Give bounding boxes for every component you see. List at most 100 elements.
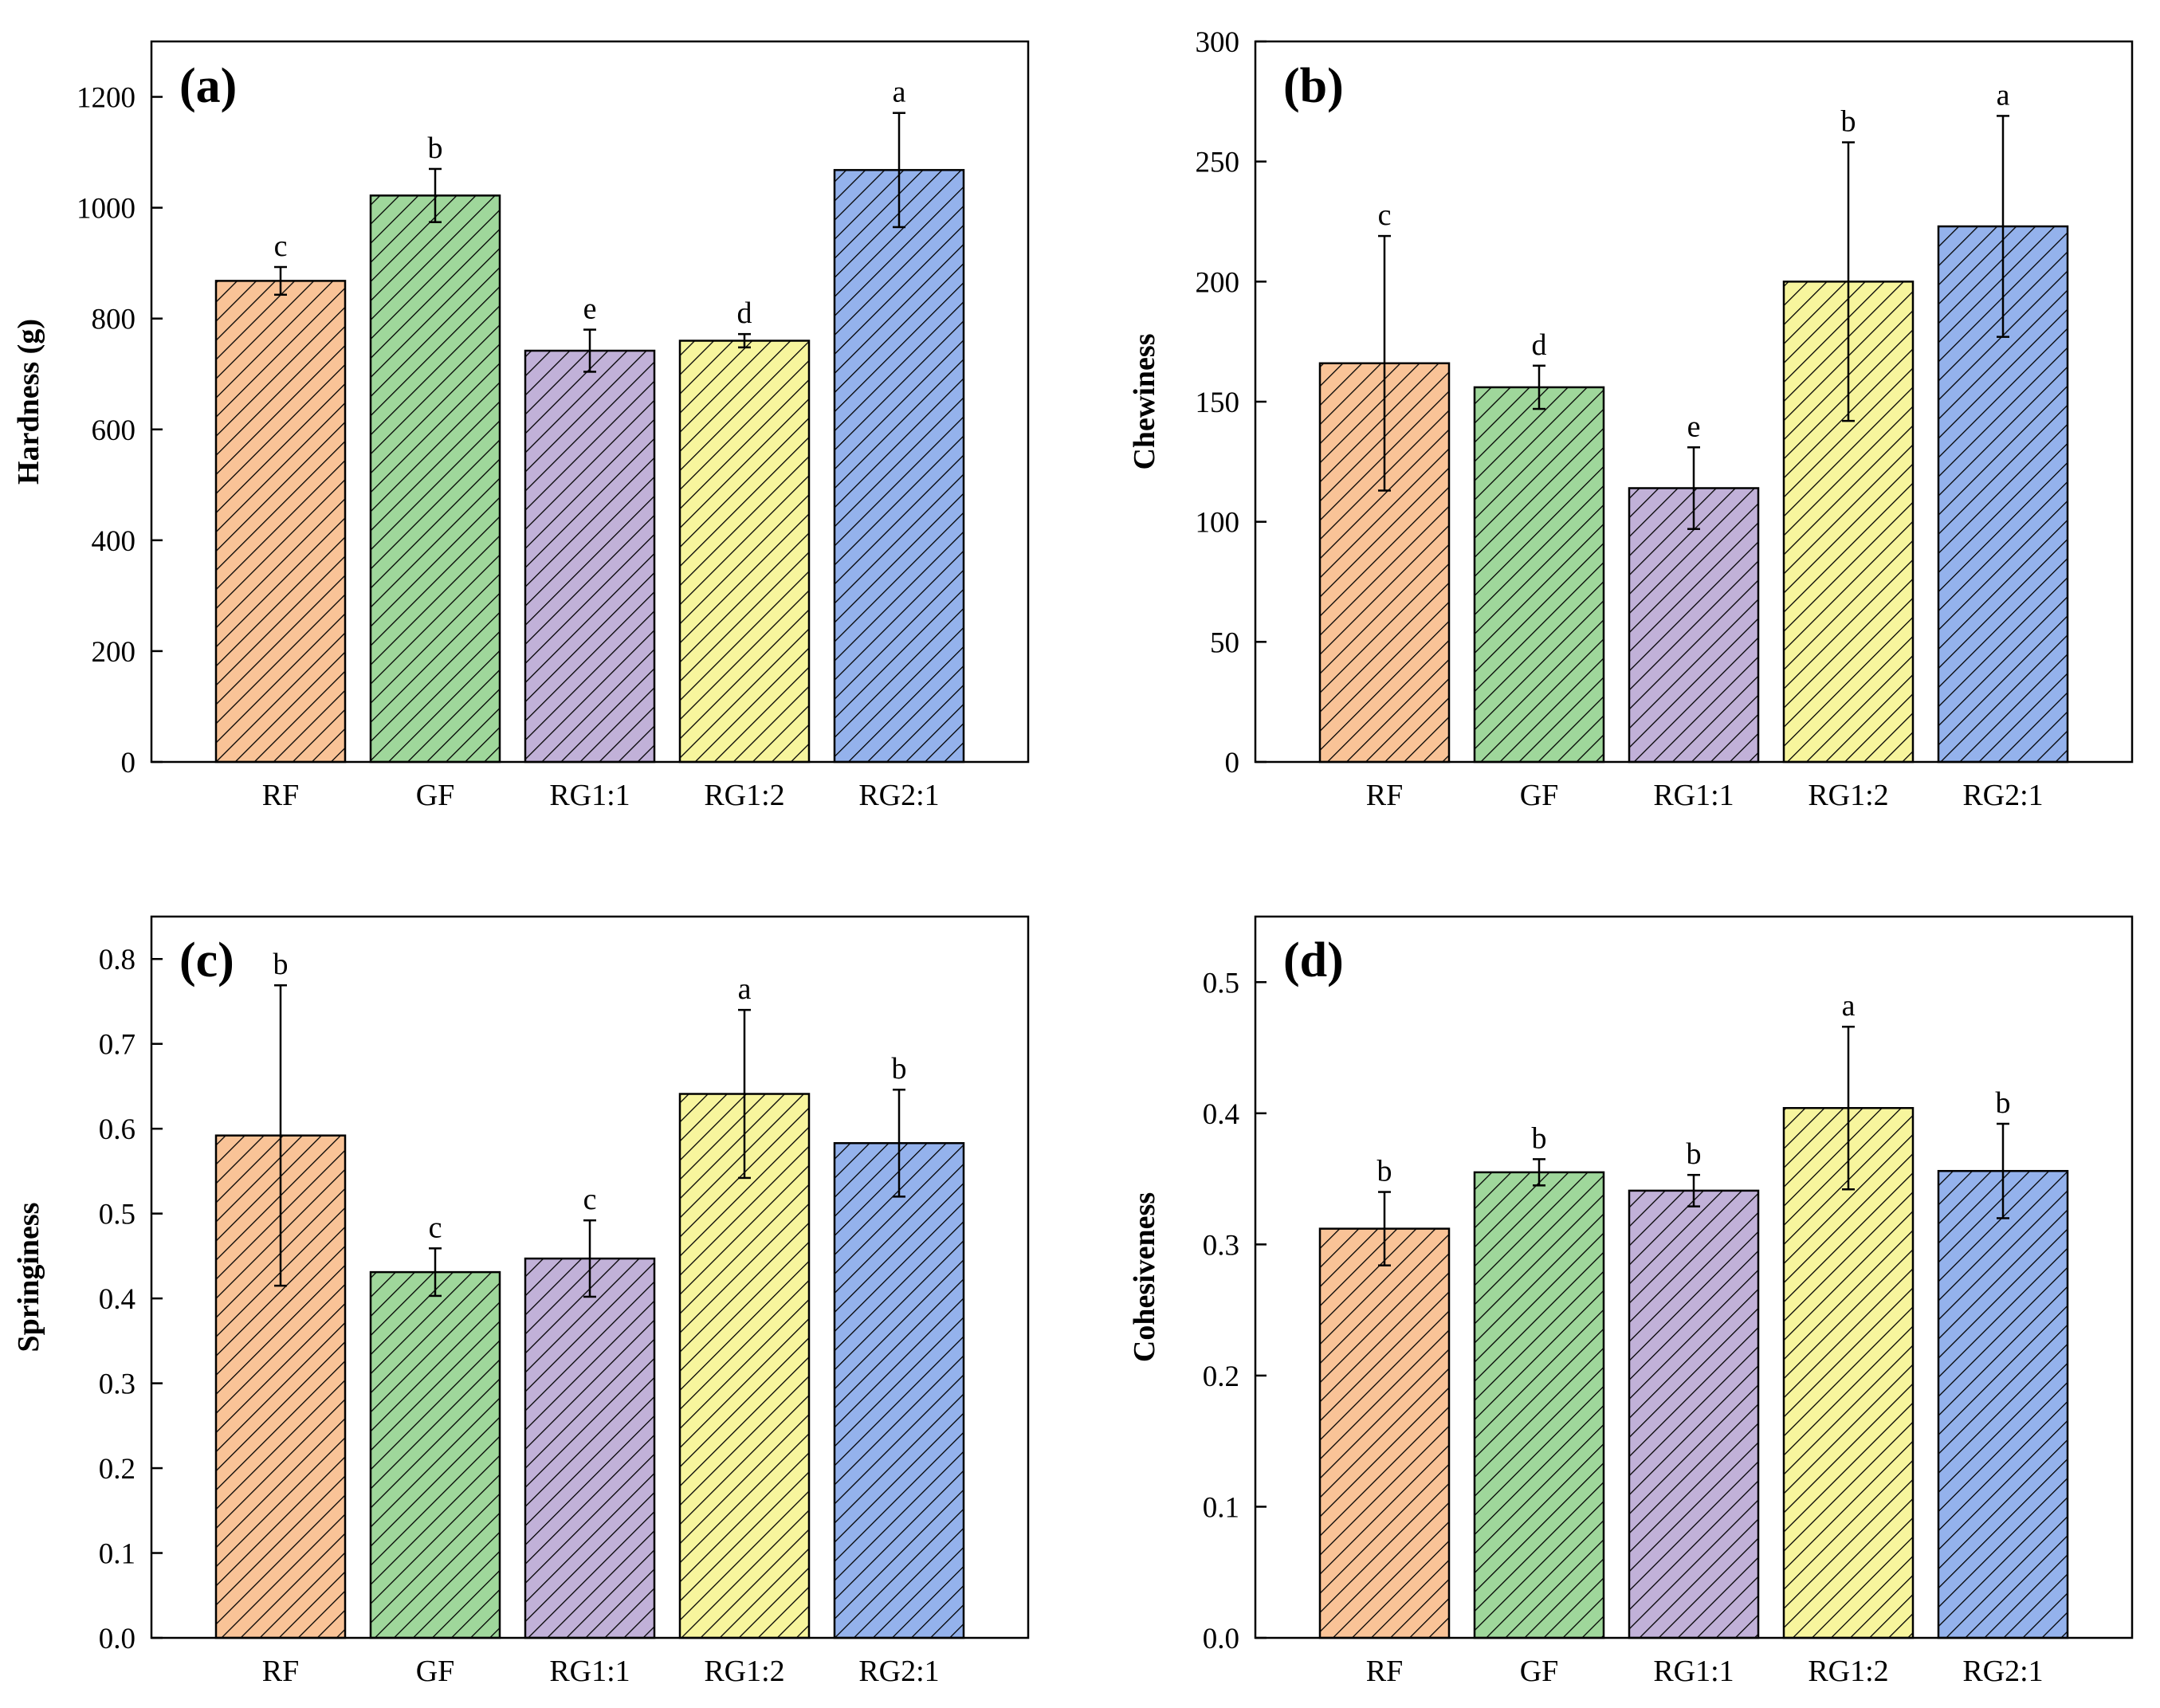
y-tick-label: 0.0: [1203, 1623, 1239, 1655]
panel-label: (d): [1283, 933, 1344, 987]
y-tick-label: 800: [92, 304, 136, 336]
y-tick-label: 300: [1196, 26, 1240, 59]
panel-d: 0.0 0.1 0.2 0.3 0.4 0.5 b RF b GF b RG1:1 a RG1:2 b RG2…: [1128, 915, 2134, 1688]
significance-letter: b: [1532, 1121, 1547, 1155]
significance-letter: e: [583, 293, 597, 326]
x-tick-label: RG1:1: [549, 779, 630, 812]
x-tick-label: RG1:1: [549, 1655, 630, 1688]
y-tick-label: 0.5: [1203, 967, 1239, 999]
error-bar: [1842, 141, 1855, 422]
y-tick-label: 1000: [77, 193, 135, 226]
panel-c: 0.0 0.1 0.2 0.3 0.4 0.5 0.6 0.7 0.8 b RF c GF c RG1:1 a…: [12, 915, 1030, 1688]
significance-letter: a: [1842, 989, 1856, 1023]
significance-letter: b: [1841, 105, 1856, 139]
y-tick-label: 600: [92, 414, 136, 447]
panel-a: 0 200 400 600 800 1000 1200 c RF b GF e RG1:1 d RG1:2 a…: [12, 40, 1030, 812]
significance-letter: b: [273, 948, 289, 981]
significance-letter: c: [1378, 198, 1392, 232]
x-tick-label: RG1:1: [1653, 1655, 1734, 1688]
x-tick-label: GF: [416, 779, 455, 812]
y-tick-label: 400: [92, 525, 136, 558]
x-tick-label: RF: [262, 779, 299, 812]
x-tick-label: RF: [1366, 1655, 1403, 1688]
error-bar: [1533, 364, 1545, 410]
y-tick-label: 100: [1196, 507, 1240, 540]
y-tick-label: 250: [1196, 147, 1240, 179]
panel-label: (a): [179, 59, 237, 113]
x-tick-label: RG1:2: [704, 779, 784, 812]
y-tick-label: 0.3: [1203, 1229, 1239, 1262]
significance-letter: a: [893, 76, 906, 109]
x-tick-label: GF: [1520, 779, 1559, 812]
x-tick-label: RG1:2: [1808, 1655, 1888, 1688]
significance-letter: a: [1997, 78, 2010, 112]
error-bar: [1378, 234, 1391, 492]
significance-letter: b: [892, 1052, 907, 1086]
y-tick-label: 0: [1225, 747, 1240, 779]
y-tick-label: 0.7: [99, 1029, 135, 1062]
significance-letter: c: [429, 1211, 442, 1244]
x-tick-label: RG2:1: [858, 779, 939, 812]
y-tick-label: 0.4: [99, 1283, 135, 1316]
bar-rg2-1: [833, 169, 965, 764]
error-bar: [583, 328, 596, 373]
bar-rg1-2: [1782, 1106, 1915, 1639]
y-tick-label: 0.4: [1203, 1098, 1239, 1131]
y-tick-label: 0.2: [99, 1453, 135, 1486]
significance-letter: b: [1687, 1137, 1702, 1171]
panel-b: 0 50 100 150 200 250 300 c RF d GF e RG1:1 b RG1:2 a RG2…: [1128, 26, 2134, 812]
x-tick-label: GF: [1520, 1655, 1559, 1688]
y-tick-label: 0.2: [1203, 1361, 1239, 1393]
x-tick-label: RG2:1: [1962, 779, 2043, 812]
error-bar: [1997, 1122, 2009, 1219]
y-tick-label: 150: [1196, 387, 1240, 419]
bar-rg1-2: [678, 340, 811, 764]
y-tick-label: 0.1: [1203, 1491, 1239, 1524]
bar-gf: [1473, 1171, 1605, 1639]
panel-label: (c): [179, 933, 234, 987]
bar-rf: [1318, 1227, 1451, 1639]
error-bar: [1687, 446, 1700, 530]
x-tick-label: RG1:1: [1653, 779, 1734, 812]
error-bar: [738, 1008, 751, 1180]
significance-letter: d: [737, 296, 752, 330]
x-tick-label: RG2:1: [1962, 1655, 2043, 1688]
y-tick-label: 0.5: [99, 1199, 135, 1231]
x-tick-label: RF: [1366, 779, 1403, 812]
significance-letter: b: [428, 132, 443, 165]
y-tick-label: 0: [121, 747, 136, 779]
bar-rg1-1: [524, 349, 656, 764]
y-tick-label: 0.6: [99, 1113, 135, 1146]
error-bar: [1997, 115, 2009, 338]
significance-letter: c: [274, 230, 288, 263]
bar-rg2-1: [1937, 1169, 2069, 1639]
significance-letter: b: [1377, 1155, 1392, 1188]
y-axis-label: Chewiness: [1128, 333, 1161, 469]
error-bar: [1842, 1025, 1855, 1191]
bar-gf: [1473, 386, 1605, 764]
error-bar: [583, 1219, 596, 1298]
y-tick-label: 0.3: [99, 1368, 135, 1401]
y-tick-label: 0.1: [99, 1538, 135, 1571]
y-tick-label: 1200: [77, 82, 135, 115]
y-tick-label: 0.0: [99, 1623, 135, 1655]
bar-rf: [214, 280, 347, 764]
x-tick-label: RG1:2: [1808, 779, 1888, 812]
bar-gf: [369, 194, 501, 764]
x-tick-label: RG1:2: [704, 1655, 784, 1688]
error-bar: [893, 1088, 905, 1198]
y-tick-label: 50: [1210, 626, 1239, 659]
plot-frame: [1254, 915, 2134, 1639]
x-tick-label: RF: [262, 1655, 299, 1688]
significance-letter: b: [1996, 1086, 2011, 1120]
y-axis-label: Cohesiveness: [1128, 1192, 1161, 1362]
bar-rg1-1: [1628, 1189, 1760, 1639]
error-bar: [274, 265, 287, 296]
error-bar: [429, 1247, 442, 1298]
plot-frame: [150, 40, 1030, 764]
y-tick-label: 0.8: [99, 944, 135, 976]
error-bar: [893, 112, 905, 229]
plot-frame: [1254, 40, 2134, 764]
y-axis-label: Springiness: [12, 1203, 45, 1353]
bar-rg1-1: [524, 1257, 656, 1639]
